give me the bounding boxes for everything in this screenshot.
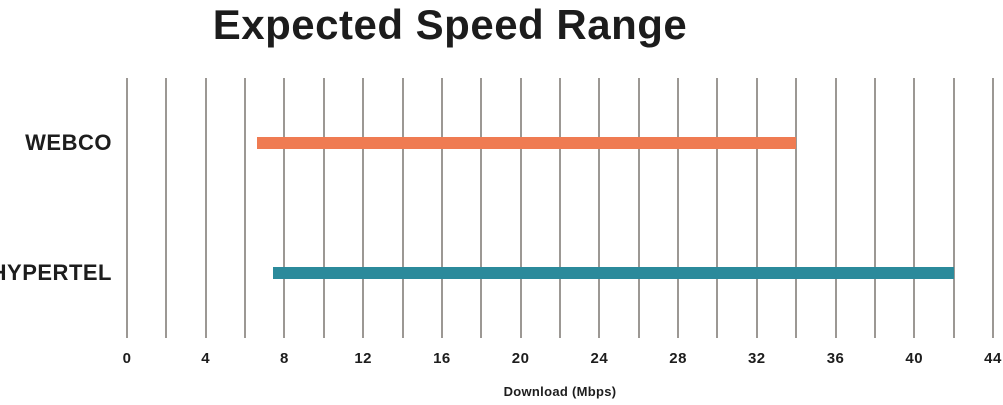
gridline [283, 78, 286, 338]
gridline [401, 78, 404, 338]
x-tick-label: 28 [669, 350, 687, 367]
x-tick-label: 8 [280, 350, 289, 367]
gridline [677, 78, 680, 338]
x-axis-ticks: 0 4 8 12 16 20 24 28 32 36 40 44 [123, 350, 1002, 370]
x-tick-label: 16 [433, 350, 451, 367]
range-bar-webco [256, 137, 797, 149]
range-bar-hypertel [272, 267, 954, 279]
plot-area [126, 78, 994, 338]
gridline [204, 78, 207, 338]
category-label-webco: WEBCO [25, 130, 112, 155]
grid-layer [126, 78, 994, 338]
gridline [598, 78, 601, 338]
chart-title: Expected Speed Range [212, 1, 688, 48]
gridline [559, 78, 561, 338]
gridline [637, 78, 640, 338]
gridline [755, 78, 758, 338]
gridline [795, 78, 798, 338]
x-tick-label: 36 [826, 350, 845, 367]
x-tick-label: 32 [747, 350, 766, 367]
gridline [165, 78, 168, 338]
gridline [992, 78, 994, 338]
gridline [519, 78, 522, 338]
gridline [873, 78, 876, 338]
gridline [126, 78, 128, 338]
gridline [913, 78, 916, 338]
x-tick-label: 0 [122, 350, 132, 367]
x-tick-label: 20 [511, 350, 530, 367]
gridline [952, 78, 955, 338]
gridline [244, 78, 247, 338]
gridline [834, 78, 837, 338]
gridline [716, 78, 719, 338]
gridline [440, 78, 443, 338]
category-label-hypertel: HYPERTEL [0, 260, 112, 285]
x-tick-label: 4 [201, 350, 211, 367]
x-tick-label: 24 [590, 350, 609, 367]
gridline [480, 78, 483, 338]
x-tick-label: 40 [905, 350, 924, 367]
gridline [362, 78, 365, 338]
x-axis-title: Download (Mbps) [503, 384, 617, 399]
gridline [322, 78, 325, 338]
x-tick-label: 44 [984, 350, 1002, 367]
category-labels: WEBCO HYPERTEL [0, 78, 112, 338]
x-tick-label: 12 [354, 350, 373, 367]
bar-layer [127, 78, 993, 338]
